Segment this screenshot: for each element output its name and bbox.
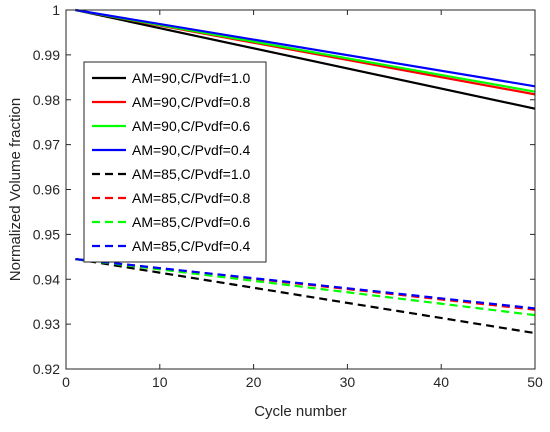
- legend-label-3: AM=90,C/Pvdf=0.6: [132, 118, 251, 134]
- y-tick-label: 0.93: [33, 316, 60, 332]
- y-tick-label: 0.96: [33, 182, 60, 198]
- legend: AM=90,C/Pvdf=1.0 AM=90,C/Pvdf=0.8 AM=90,C/…: [83, 61, 267, 263]
- legend-label-7: AM=85,C/Pvdf=0.6: [132, 214, 251, 230]
- x-tick-label: 30: [340, 374, 356, 390]
- legend-label-6: AM=85,C/Pvdf=0.8: [132, 190, 251, 206]
- y-tick-label: 1: [52, 2, 60, 18]
- axes: 0 10 20 30 40 50 0.92 0.93 0.94 0.95 0.96 0.97 0.98 0…: [33, 2, 543, 390]
- series-line-4: [75, 8, 536, 88]
- y-tick-label: 0.92: [33, 361, 60, 377]
- x-tick-label: 20: [246, 374, 262, 390]
- legend-label-2: AM=90,C/Pvdf=0.8: [132, 94, 251, 110]
- x-tick-label: 0: [62, 374, 70, 390]
- legend-box: [83, 61, 267, 263]
- legend-label-5: AM=85,C/Pvdf=1.0: [132, 166, 251, 182]
- y-tick-label: 0.99: [33, 47, 60, 63]
- y-tick-label: 0.94: [33, 271, 60, 287]
- y-tick-label: 0.95: [33, 226, 60, 242]
- x-tick-label: 40: [433, 374, 449, 390]
- y-tick-label: 0.98: [33, 92, 60, 108]
- plot-area: [75, 8, 536, 335]
- legend-label-1: AM=90,C/Pvdf=1.0: [132, 70, 251, 86]
- y-axis-title: Normalized Volume fraction: [7, 98, 24, 281]
- x-tick-label: 50: [527, 374, 543, 390]
- x-tick-label: 10: [152, 374, 168, 390]
- y-tick-label: 0.97: [33, 137, 60, 153]
- legend-label-4: AM=90,C/Pvdf=0.4: [132, 142, 251, 158]
- series-line-1: [75, 8, 536, 110]
- x-axis-title: Cycle number: [254, 403, 347, 420]
- legend-label-8: AM=85,C/Pvdf=0.4: [132, 238, 251, 254]
